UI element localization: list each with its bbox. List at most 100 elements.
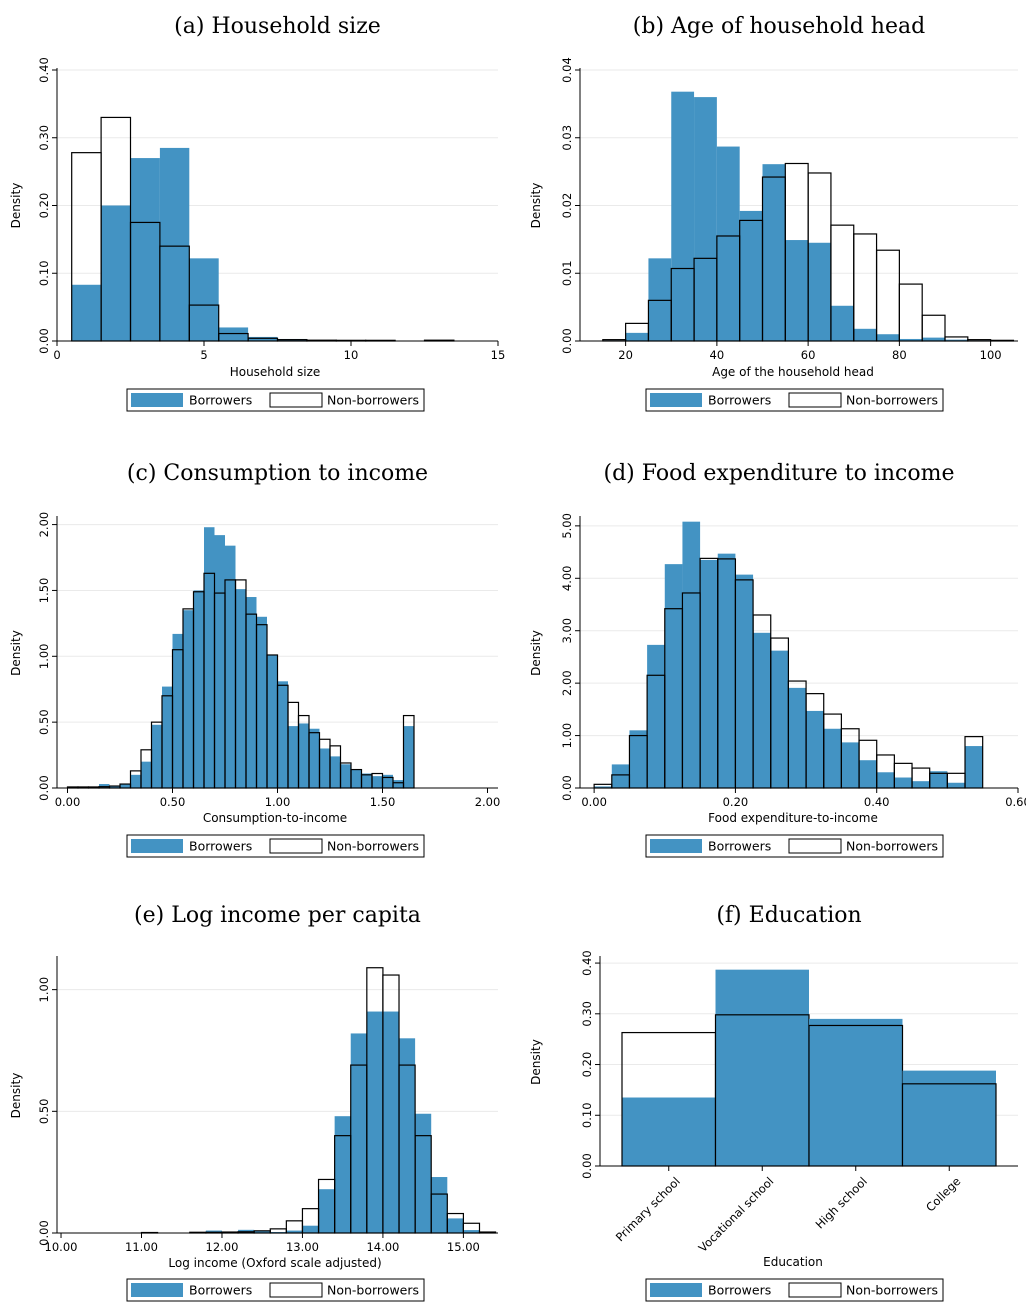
x-axis-label: Household size (230, 365, 321, 379)
x-tick-label: 15 (491, 348, 506, 362)
panel-a: (a) Household size 0 5 10 15 0.00 0.10 0.20 0.30… (9, 14, 506, 412)
x-tick-label: 10 (344, 348, 359, 362)
bar-borrowers (330, 756, 341, 788)
bar-borrowers (393, 780, 404, 788)
bar-borrowers (830, 305, 854, 341)
bar-borrowers (256, 616, 267, 788)
y-axis-label: Density (9, 183, 23, 229)
bar-borrowers (945, 339, 968, 341)
legend-label-non-borrowers: Non-borrowers (846, 839, 938, 854)
bar-borrowers (319, 748, 330, 788)
bar-borrowers (611, 764, 630, 788)
y-tick-label: 0.10 (37, 260, 51, 286)
bar-borrowers (361, 773, 372, 788)
legend: Borrowers Non-borrowers (126, 1278, 425, 1302)
y-tick-label: 0.00 (37, 775, 51, 801)
y-axis-label: Density (529, 1039, 543, 1085)
bar-borrowers (947, 782, 966, 788)
bar-non-borrowers (593, 783, 613, 789)
bar-borrowers (298, 723, 309, 788)
y-tick-label: 4.00 (560, 565, 574, 591)
bar-borrowers (894, 777, 913, 788)
legend-label-borrowers: Borrowers (189, 393, 252, 408)
legend-swatch-borrowers (650, 393, 702, 407)
bar-borrowers (647, 644, 665, 788)
x-tick-label: 12.00 (206, 1240, 239, 1254)
bar-borrowers (99, 784, 110, 788)
bar-borrowers (130, 158, 160, 341)
bar-borrowers (172, 633, 183, 788)
legend-swatch-non-borrowers (788, 392, 842, 408)
legend-label-borrowers: Borrowers (708, 839, 771, 854)
y-tick-label: 0.30 (580, 1001, 594, 1027)
bar-borrowers (151, 724, 162, 788)
x-tick-label: 0 (53, 348, 60, 362)
bar-borrowers (120, 784, 131, 788)
legend-label-non-borrowers: Non-borrowers (327, 1283, 419, 1298)
bar-borrowers (902, 1070, 996, 1166)
bar-borrowers (351, 769, 362, 788)
bar-borrowers (403, 726, 414, 788)
bar-borrowers (762, 164, 786, 341)
y-tick-label: 0.00 (560, 328, 574, 354)
bar-borrowers (218, 327, 249, 341)
bars (71, 116, 455, 342)
bar-borrowers (214, 535, 225, 788)
x-tick-label: 2.00 (475, 795, 501, 809)
x-tick-label: 0.60 (1005, 795, 1026, 809)
x-tick-label: Primary school (613, 1174, 683, 1244)
legend-swatch-non-borrowers (788, 1282, 842, 1298)
panel-f: (f) Education Primary school Vocational sc… (529, 903, 1018, 1302)
bar-borrowers (622, 1097, 716, 1166)
y-tick-label: 5.00 (560, 513, 574, 539)
y-tick-label: 0.00 (580, 1153, 594, 1179)
bar-borrowers (739, 210, 763, 341)
bar-borrowers (625, 332, 649, 341)
panel-d: (d) Food expenditure to income 0.00 0.20 0.… (529, 461, 1026, 858)
x-axis-label: Log income (Oxford scale adjusted) (168, 1256, 381, 1270)
legend-label-non-borrowers: Non-borrowers (846, 1283, 938, 1298)
y-tick-label: 1.00 (560, 723, 574, 749)
legend-label-non-borrowers: Non-borrowers (327, 393, 419, 408)
y-tick-label: 0.10 (580, 1102, 594, 1128)
x-tick-label: 0.50 (160, 795, 186, 809)
y-tick-label: 0.40 (580, 950, 594, 976)
bars (140, 967, 497, 1234)
y-tick-label: 0.00 (37, 328, 51, 354)
y-tick-label: 0.50 (37, 709, 51, 735)
y-tick-label: 1.00 (37, 643, 51, 669)
bar-borrowers (715, 969, 809, 1166)
bar-borrowers (431, 1177, 448, 1233)
x-tick-label: 1.00 (265, 795, 291, 809)
legend-label-borrowers: Borrowers (708, 393, 771, 408)
x-axis-label: Age of the household head (712, 365, 874, 379)
y-axis-label: Density (9, 1073, 23, 1119)
panel-title: (e) Log income per capita (134, 903, 421, 928)
bar-borrowers (382, 1011, 400, 1233)
bar-borrowers (770, 650, 789, 788)
panel-title: (b) Age of household head (633, 14, 925, 39)
bar-borrowers (717, 553, 736, 788)
legend-label-borrowers: Borrowers (189, 1283, 252, 1298)
x-tick-label: Vocational school (696, 1174, 777, 1255)
bar-borrowers (876, 334, 900, 341)
x-tick-label: 10.00 (45, 1240, 78, 1254)
legend-label-non-borrowers: Non-borrowers (327, 839, 419, 854)
bars (66, 527, 415, 789)
bar-borrowers (823, 728, 842, 788)
x-tick-label: 13.00 (286, 1240, 319, 1254)
x-tick-label: 1.50 (370, 795, 396, 809)
bar-borrowers (859, 760, 877, 788)
bar-borrowers (248, 336, 278, 341)
bar-borrowers (806, 710, 824, 788)
legend: Borrowers Non-borrowers (645, 388, 944, 412)
bar-borrowers (682, 521, 701, 788)
x-tick-label: 60 (801, 348, 816, 362)
bar-borrowers (716, 146, 740, 341)
bar-borrowers (735, 574, 754, 788)
y-tick-label: 1.50 (37, 578, 51, 604)
bar-borrowers (594, 786, 612, 788)
bar-borrowers (447, 1218, 464, 1233)
y-tick-label: 1.00 (37, 977, 51, 1003)
